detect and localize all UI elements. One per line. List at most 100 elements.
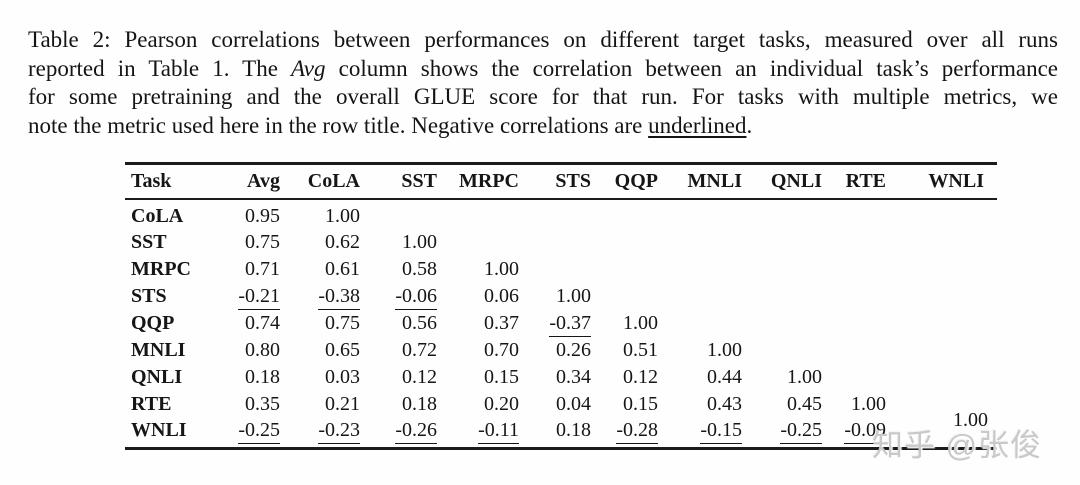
corr-cell: -0.15 <box>659 418 743 449</box>
corr-cell: 0.03 <box>325 365 360 388</box>
corr-cell <box>887 337 997 364</box>
row-header: SST <box>131 230 167 253</box>
caption-text: note the metric used here in the row tit… <box>28 113 649 139</box>
corr-cell: -0.25 <box>192 418 281 449</box>
corr-cell: 0.80 <box>245 338 280 361</box>
col-header-wnli: WNLI <box>928 169 984 192</box>
corr-cell: 0.18 <box>245 365 280 388</box>
table-body: CoLA 0.95 1.00 SST 0.75 0.62 1.00 MRPC 0.71 0.61 0… <box>125 199 997 449</box>
corr-cell <box>823 229 887 256</box>
corr-cell <box>823 364 887 391</box>
corr-cell <box>743 283 823 310</box>
row-header: STS <box>131 284 167 307</box>
corr-cell: 0.45 <box>787 392 822 415</box>
col-header-qqp: QQP <box>614 169 658 192</box>
corr-cell <box>823 283 887 310</box>
row-sts: STS -0.21 -0.38 -0.06 0.06 1.00 <box>125 283 997 310</box>
underlined-word: underlined <box>648 113 747 139</box>
corr-cell <box>659 256 743 283</box>
row-mrpc: MRPC 0.71 0.61 0.58 1.00 <box>125 256 997 283</box>
corr-cell: 0.04 <box>556 392 591 415</box>
col-header-task: Task <box>131 169 172 192</box>
col-header-rte: RTE <box>845 169 886 192</box>
zhihu-watermark: 知乎 @张俊 <box>872 428 1043 463</box>
corr-cell: 0.75 <box>245 230 280 253</box>
corr-cell: -0.06 <box>361 283 438 310</box>
corr-cell: 0.35 <box>245 392 280 415</box>
corr-cell: 0.72 <box>402 338 437 361</box>
corr-cell <box>659 283 743 310</box>
col-header-mnli: MNLI <box>687 169 742 192</box>
row-header: RTE <box>131 392 172 415</box>
caption-text: Table 2: Pearson correlations between pe… <box>28 27 1058 52</box>
row-header: QNLI <box>131 365 183 388</box>
table-caption: Table 2: Pearson correlations between pe… <box>28 26 1058 141</box>
corr-cell <box>743 256 823 283</box>
correlation-table: Task Avg CoLA SST MRPC STS QQP MNLI QNLI RTE WNLI … <box>125 162 997 450</box>
col-header-sst: SST <box>401 169 437 192</box>
corr-cell: 1.00 <box>787 365 822 388</box>
corr-cell: 0.75 <box>325 311 360 334</box>
corr-cell: 1.00 <box>484 257 519 280</box>
row-header: QQP <box>131 311 175 334</box>
corr-cell: 1.00 <box>556 284 591 307</box>
corr-cell <box>823 310 887 337</box>
corr-cell <box>743 199 823 229</box>
row-sst: SST 0.75 0.62 1.00 <box>125 229 997 256</box>
corr-cell: 0.12 <box>402 365 437 388</box>
corr-cell <box>743 229 823 256</box>
corr-cell: -0.09 <box>823 418 887 449</box>
row-qnli: QNLI 0.18 0.03 0.12 0.15 0.34 0.12 0.44 1.00 <box>125 364 997 391</box>
corr-cell: 1.00 <box>953 408 988 431</box>
row-mnli: MNLI 0.80 0.65 0.72 0.70 0.26 0.51 1.00 <box>125 337 997 364</box>
caption-text: reported in Table 1. The <box>28 55 292 81</box>
col-header-qnli: QNLI <box>770 169 822 192</box>
corr-cell <box>592 229 659 256</box>
corr-cell <box>823 256 887 283</box>
corr-cell: -0.21 <box>192 283 281 310</box>
row-header: MNLI <box>131 338 186 361</box>
col-header-avg: Avg <box>247 169 280 192</box>
corr-cell: -0.38 <box>281 283 361 310</box>
corr-cell <box>592 199 659 229</box>
corr-cell <box>887 310 997 337</box>
row-qqp: QQP 0.74 0.75 0.56 0.37 -0.37 1.00 <box>125 310 997 337</box>
corr-cell: 0.18 <box>556 418 591 441</box>
row-rte: RTE 0.35 0.21 0.18 0.20 0.04 0.15 0.43 0.45 1.00 <box>125 391 997 418</box>
corr-cell <box>659 199 743 229</box>
corr-cell: 1.00 <box>623 311 658 334</box>
col-header-cola: CoLA <box>307 169 360 192</box>
corr-cell: 0.71 <box>245 257 280 280</box>
corr-cell: 1.00 <box>707 338 742 361</box>
caption-text: column shows the correlation between an … <box>325 55 1058 81</box>
corr-cell: 0.34 <box>556 365 591 388</box>
row-wnli: WNLI -0.25 -0.23 -0.26 -0.11 0.18 -0.28 -0.15 -0… <box>125 408 997 449</box>
corr-cell: 1.00 <box>402 230 437 253</box>
corr-cell: 0.15 <box>484 365 519 388</box>
corr-cell: -0.23 <box>281 418 361 449</box>
corr-cell: 0.21 <box>325 392 360 415</box>
corr-cell: 0.26 <box>556 338 591 361</box>
col-header-mrpc: MRPC <box>459 169 519 192</box>
corr-cell <box>438 229 520 256</box>
corr-cell <box>823 199 887 229</box>
corr-cell <box>659 310 743 337</box>
corr-cell: 0.61 <box>325 257 360 280</box>
corr-cell: -0.26 <box>361 418 438 449</box>
corr-cell <box>520 199 592 229</box>
caption-line-1: Table 2: Pearson correlations between pe… <box>28 26 1058 55</box>
corr-cell <box>887 229 997 256</box>
corr-cell: 0.56 <box>402 311 437 334</box>
corr-cell: -0.37 <box>520 310 592 337</box>
corr-cell <box>887 256 997 283</box>
corr-cell <box>823 337 887 364</box>
corr-cell: -0.25 <box>743 418 823 449</box>
corr-cell: 0.20 <box>484 392 519 415</box>
corr-cell: 0.06 <box>484 284 519 307</box>
corr-cell: 0.65 <box>325 338 360 361</box>
corr-cell <box>887 364 997 391</box>
corr-cell: 0.12 <box>623 365 658 388</box>
corr-cell <box>592 256 659 283</box>
caption-text: for some pretraining and the overall GLU… <box>28 84 1058 110</box>
